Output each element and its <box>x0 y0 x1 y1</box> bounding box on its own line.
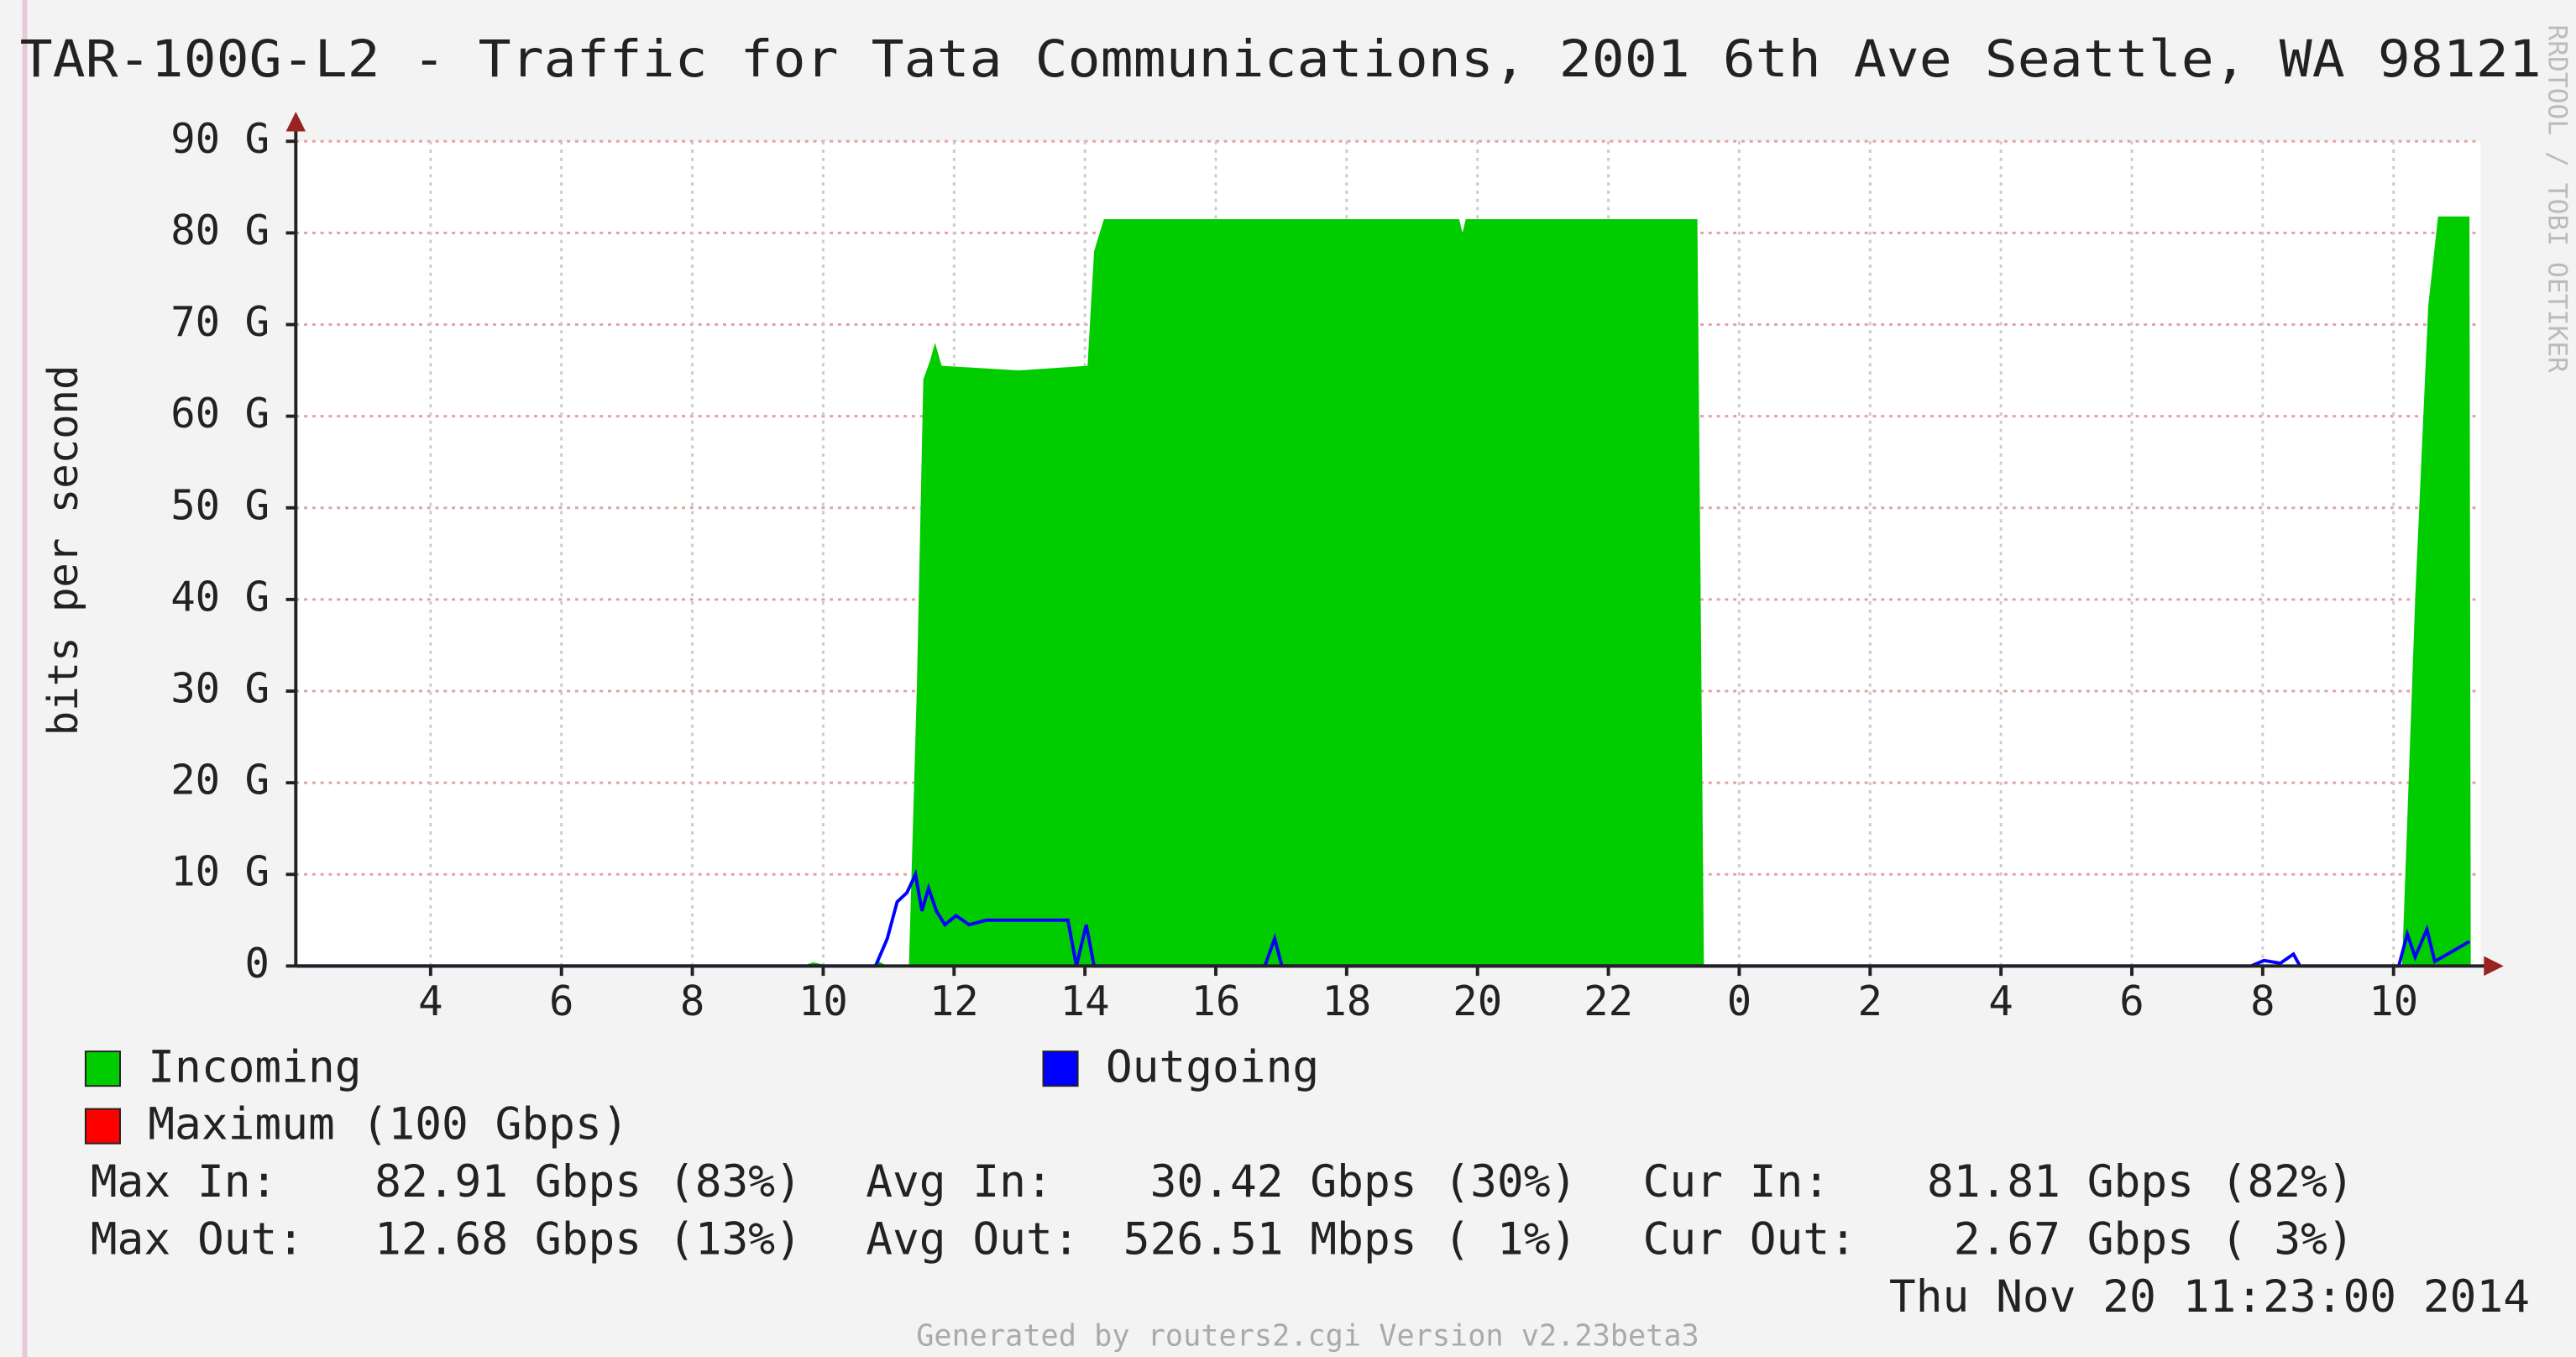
y-axis-label: bits per second <box>39 365 87 736</box>
legend-label: Incoming <box>148 1041 361 1092</box>
y-tick-label: 50 G <box>170 481 270 529</box>
stat-label: Max Out: <box>91 1214 304 1265</box>
stat-value: 30.42 Gbps (30%) <box>1150 1156 1578 1208</box>
labels: 0 10 G 20 G 30 G 40 G 50 G 60 G 70 G 80 G 90 G 4 6 8… <box>84 115 2418 1265</box>
incoming-area <box>296 216 2471 967</box>
y-tick-label: 30 G <box>170 664 270 712</box>
y-tick-label: 90 G <box>170 115 270 163</box>
legend-swatch <box>1042 1050 1079 1087</box>
x-tick-label: 6 <box>549 977 573 1025</box>
stat-label: Avg Out: <box>866 1214 1079 1265</box>
stat-label: Max In: <box>91 1156 278 1208</box>
x-tick-label: 4 <box>418 977 442 1025</box>
x-tick-label: 14 <box>1060 977 1110 1025</box>
x-tick-label: 2 <box>1858 977 1882 1025</box>
x-tick-label: 0 <box>1727 977 1751 1025</box>
stat-value: 526.51 Mbps ( 1%) <box>1123 1214 1578 1265</box>
stat-value: 2.67 Gbps ( 3%) <box>1954 1214 2354 1265</box>
legend-swatch <box>84 1108 121 1145</box>
y-tick-label: 60 G <box>170 390 270 437</box>
x-tick-label: 6 <box>2119 977 2144 1025</box>
y-tick-label: 0 <box>245 940 270 988</box>
y-tick-label: 80 G <box>170 207 270 254</box>
y-tick-label: 10 G <box>170 848 270 896</box>
stat-label: Cur In: <box>1643 1156 1830 1208</box>
x-tick-label: 20 <box>1453 977 1502 1025</box>
x-tick-label: 16 <box>1191 977 1241 1025</box>
stat-value: 82.91 Gbps (83%) <box>374 1156 802 1208</box>
chart-title: TAR-100G-L2 - Traffic for Tata Communica… <box>20 30 2542 89</box>
stat-label: Cur Out: <box>1643 1214 1856 1265</box>
x-tick-label: 18 <box>1322 977 1371 1025</box>
y-tick-label: 20 G <box>170 757 270 804</box>
stat-value: 12.68 Gbps (13%) <box>374 1214 802 1265</box>
stat-label: Avg In: <box>866 1156 1053 1208</box>
footer: Generated by routers2.cgi Version v2.23b… <box>916 1319 1699 1354</box>
x-axis-arrow <box>2484 956 2504 977</box>
y-tick-label: 70 G <box>170 298 270 346</box>
x-tick-label: 10 <box>798 977 848 1025</box>
y-tick-label: 40 G <box>170 573 270 621</box>
timestamp: Thu Nov 20 11:23:00 2014 <box>1889 1271 2530 1323</box>
legend-label: Maximum (100 Gbps) <box>148 1099 628 1150</box>
x-tick-label: 4 <box>1988 977 2013 1025</box>
x-tick-label: 22 <box>1584 977 1633 1025</box>
legend-label: Outgoing <box>1106 1041 1319 1092</box>
x-tick-label: 8 <box>680 977 704 1025</box>
watermark: RRDTOOL / TOBI OETIKER <box>2542 24 2572 373</box>
stat-value: 81.81 Gbps (82%) <box>1927 1156 2354 1208</box>
legend-swatch <box>84 1050 121 1087</box>
x-tick-label: 12 <box>929 977 979 1025</box>
x-tick-label: 10 <box>2369 977 2418 1025</box>
y-axis-arrow <box>285 112 306 132</box>
x-tick-label: 8 <box>2250 977 2275 1025</box>
